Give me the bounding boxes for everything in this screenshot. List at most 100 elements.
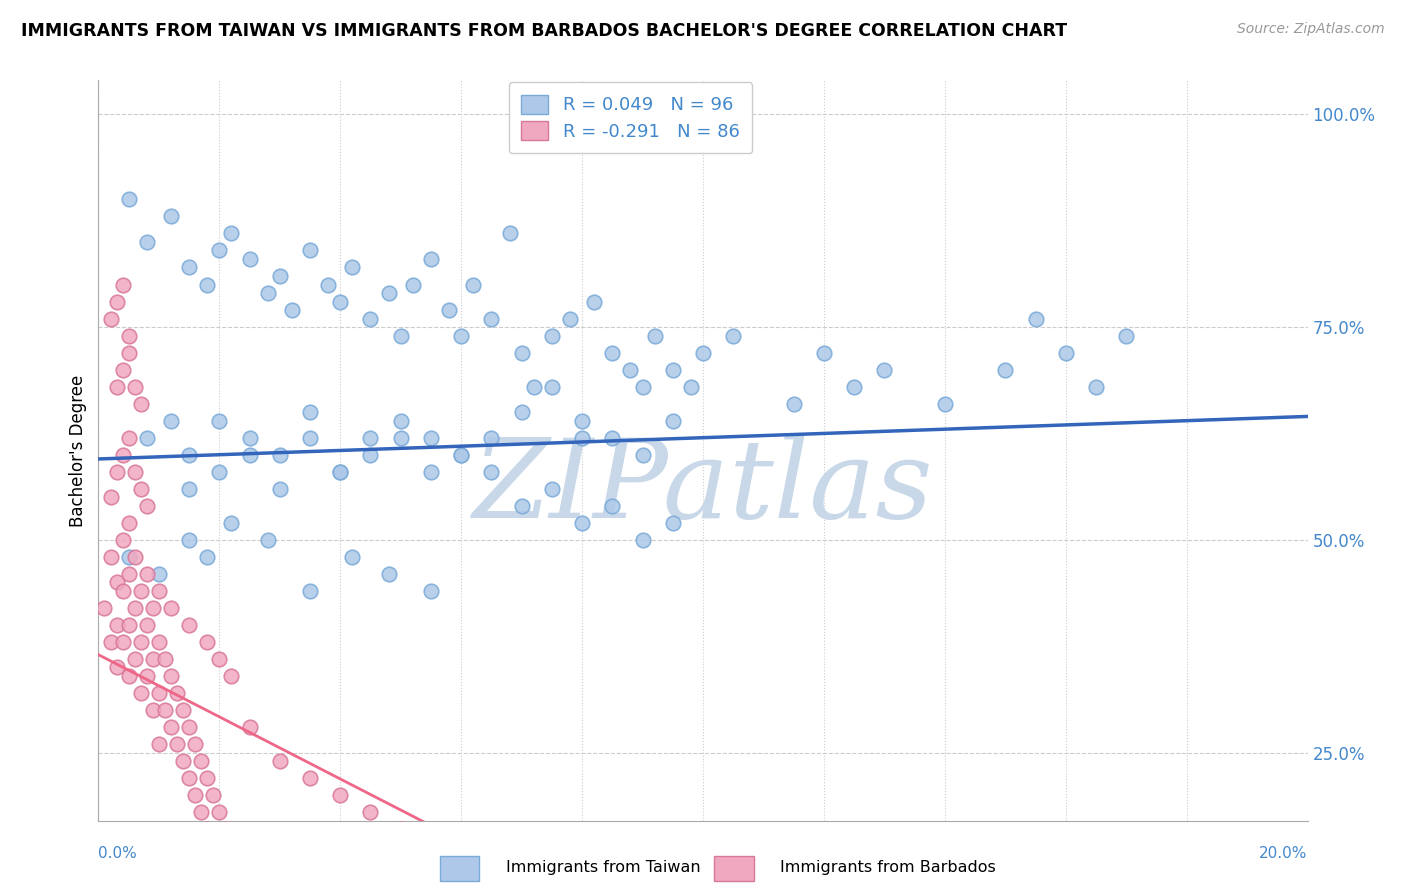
Point bbox=[118, 193, 141, 207]
Point bbox=[179, 533, 201, 547]
Point bbox=[124, 600, 146, 615]
Point bbox=[402, 277, 425, 292]
Text: 20.0%: 20.0% bbox=[1260, 846, 1308, 861]
Point bbox=[813, 345, 835, 359]
Text: Source: ZipAtlas.com: Source: ZipAtlas.com bbox=[1237, 22, 1385, 37]
Text: Immigrants from Barbados: Immigrants from Barbados bbox=[780, 860, 995, 874]
Point bbox=[510, 499, 533, 513]
Point bbox=[208, 805, 231, 819]
Point bbox=[510, 345, 533, 359]
Point bbox=[118, 566, 141, 581]
Point bbox=[420, 465, 443, 479]
Point bbox=[692, 345, 714, 359]
Point bbox=[481, 311, 503, 326]
Point bbox=[105, 379, 128, 393]
Point bbox=[420, 252, 443, 266]
Point bbox=[118, 549, 141, 564]
Point bbox=[256, 286, 278, 301]
Point bbox=[208, 414, 231, 428]
Point bbox=[540, 482, 562, 496]
Point bbox=[481, 465, 503, 479]
Point bbox=[148, 583, 170, 598]
Point bbox=[202, 788, 225, 802]
Point bbox=[118, 328, 141, 343]
Point bbox=[450, 328, 472, 343]
Point bbox=[172, 703, 194, 717]
Point bbox=[540, 379, 562, 393]
Point bbox=[420, 431, 443, 445]
Point bbox=[631, 533, 654, 547]
Point bbox=[124, 549, 146, 564]
Point bbox=[389, 328, 412, 343]
Point bbox=[135, 566, 157, 581]
Point bbox=[360, 431, 382, 445]
Point bbox=[239, 431, 262, 445]
Point bbox=[111, 583, 134, 598]
Point bbox=[934, 397, 956, 411]
Point bbox=[135, 235, 157, 249]
Point bbox=[450, 448, 472, 462]
Point bbox=[221, 516, 243, 530]
Point bbox=[105, 575, 128, 590]
Point bbox=[619, 362, 641, 376]
Point bbox=[172, 754, 194, 768]
Point bbox=[129, 686, 152, 700]
Point bbox=[111, 362, 134, 376]
Point bbox=[160, 669, 183, 683]
Point bbox=[105, 465, 128, 479]
Point bbox=[111, 635, 134, 649]
Point bbox=[342, 260, 364, 275]
Point bbox=[269, 448, 291, 462]
Point bbox=[239, 252, 262, 266]
Point bbox=[124, 379, 146, 393]
Point bbox=[602, 345, 624, 359]
Y-axis label: Bachelor's Degree: Bachelor's Degree bbox=[69, 375, 87, 526]
Point bbox=[184, 737, 207, 751]
Point bbox=[124, 465, 146, 479]
Point bbox=[256, 533, 278, 547]
Point bbox=[269, 482, 291, 496]
Text: Immigrants from Taiwan: Immigrants from Taiwan bbox=[506, 860, 700, 874]
Point bbox=[540, 328, 562, 343]
Point bbox=[135, 431, 157, 445]
Point bbox=[148, 566, 170, 581]
Point bbox=[195, 549, 218, 564]
Point bbox=[994, 362, 1017, 376]
Point bbox=[111, 448, 134, 462]
Point bbox=[100, 311, 122, 326]
Point bbox=[221, 669, 243, 683]
Point bbox=[583, 294, 606, 309]
Point bbox=[166, 686, 188, 700]
Point bbox=[571, 431, 593, 445]
Point bbox=[160, 414, 183, 428]
Point bbox=[342, 549, 364, 564]
Point bbox=[100, 635, 122, 649]
Point bbox=[208, 465, 231, 479]
Point bbox=[1115, 328, 1137, 343]
Point bbox=[420, 839, 443, 854]
Point bbox=[124, 652, 146, 666]
Point bbox=[1054, 345, 1077, 359]
Point bbox=[179, 618, 201, 632]
Point bbox=[129, 482, 152, 496]
Text: 0.0%: 0.0% bbox=[98, 846, 138, 861]
Point bbox=[135, 669, 157, 683]
Point bbox=[179, 720, 201, 734]
Point bbox=[160, 210, 183, 224]
Point bbox=[510, 890, 533, 892]
Text: IMMIGRANTS FROM TAIWAN VS IMMIGRANTS FROM BARBADOS BACHELOR'S DEGREE CORRELATION: IMMIGRANTS FROM TAIWAN VS IMMIGRANTS FRO… bbox=[21, 22, 1067, 40]
Point bbox=[239, 720, 262, 734]
Point bbox=[360, 311, 382, 326]
Point bbox=[463, 277, 485, 292]
Point bbox=[118, 669, 141, 683]
Point bbox=[498, 227, 520, 241]
Point bbox=[153, 652, 176, 666]
Point bbox=[844, 379, 866, 393]
Point bbox=[450, 448, 472, 462]
Point bbox=[142, 600, 165, 615]
Point bbox=[111, 533, 134, 547]
Point bbox=[148, 737, 170, 751]
Point bbox=[190, 805, 212, 819]
Point bbox=[661, 414, 683, 428]
Point bbox=[190, 754, 212, 768]
